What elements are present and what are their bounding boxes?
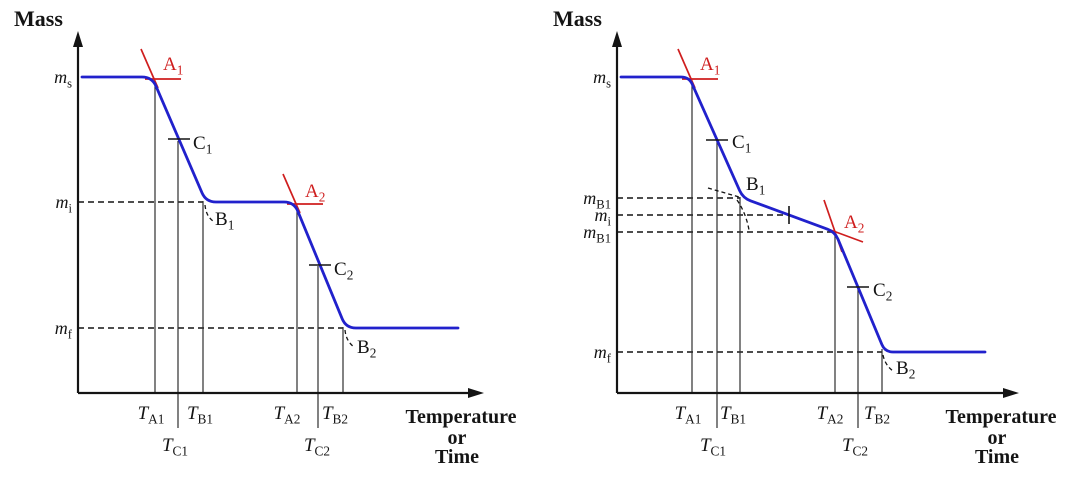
point-label-A1: A1 [163,54,183,78]
mass-label-mi: mi [595,205,612,229]
mass-label-mi: mi [56,192,73,216]
mass-label-mB1: mB1 [583,222,611,246]
x-tick-label-TB1: TB1 [720,403,746,427]
point-label-B1: B1 [215,209,234,233]
x-axis-title-line: Temperature [945,406,1056,428]
y-axis-arrow-icon [612,31,622,47]
x-axis-title-line: or [448,427,467,449]
dashed-leader-arc [882,354,894,372]
x-axis-title-line: or [988,427,1007,449]
mass-label-mf: mf [55,318,73,342]
point-label-A1: A1 [700,54,720,78]
x-tick-label-TC2: TC2 [304,435,330,459]
y-axis-title: Mass [14,6,63,31]
x-axis-arrow-icon [1003,388,1019,398]
mass-curve [80,75,460,330]
point-label-A2: A2 [305,181,325,205]
point-label-C2: C2 [873,280,892,304]
x-axis-title-line: Time [435,446,479,468]
tangent-line [140,48,159,89]
point-label-C1: C1 [732,132,751,156]
point-label-C1: C1 [193,133,212,157]
dashed-leader-arc [707,187,740,198]
point-label-C2: C2 [334,259,353,283]
mass-curve [619,75,987,354]
point-label-B1: B1 [746,174,765,198]
x-tick-label-TB2: TB2 [864,403,890,427]
tga-chart-left: ms mi mf A1 C1 B1 A2 C2 B2 TA1 TB1 TA2 TB2 TC1 TC2 Mass… [14,6,517,468]
x-axis-title-line: Time [975,446,1019,468]
x-tick-label-TA2: TA2 [817,403,844,427]
x-tick-label-TA1: TA1 [675,403,702,427]
mass-label-mB1: mB1 [583,188,611,212]
mass-label-ms: ms [54,67,72,91]
point-label-B2: B2 [357,337,376,361]
x-axis-arrow-icon [468,388,484,398]
x-axis-title-line: Temperature [405,406,516,428]
x-tick-label-TC1: TC1 [162,435,188,459]
x-tick-label-TC2: TC2 [842,435,868,459]
tangent-line [282,173,301,214]
dashed-leader-arc [204,204,214,222]
x-tick-label-TA1: TA1 [138,403,165,427]
point-label-B2: B2 [896,358,915,382]
x-tick-label-TC1: TC1 [700,435,726,459]
mass-label-ms: ms [593,67,611,91]
y-axis-title: Mass [553,6,602,31]
y-axis-arrow-icon [73,31,83,47]
mass-label-mf: mf [594,342,612,366]
x-tick-label-TA2: TA2 [274,403,301,427]
x-tick-label-TB2: TB2 [322,403,348,427]
x-tick-label-TB1: TB1 [187,403,213,427]
dashed-leader-arc [736,199,750,231]
point-label-A2: A2 [844,212,864,236]
dashed-leader-arc [344,329,355,348]
